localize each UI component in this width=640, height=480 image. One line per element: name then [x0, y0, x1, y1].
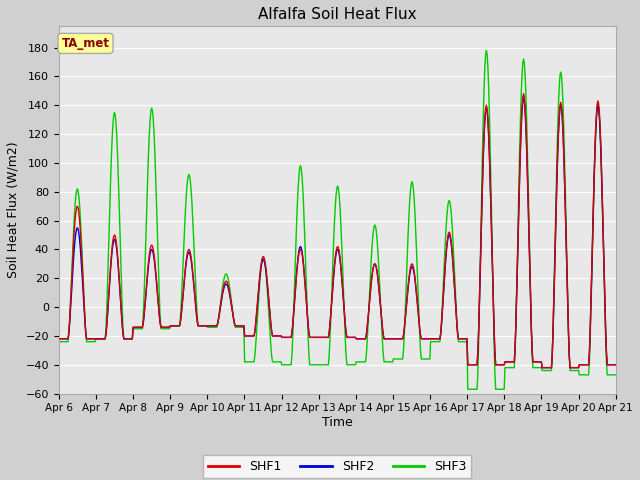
Line: SHF2: SHF2: [59, 98, 616, 368]
SHF1: [421, 336, 429, 342]
SHF3: [208, 324, 216, 330]
Line: SHF1: SHF1: [59, 94, 616, 368]
SHF3: [405, 213, 413, 219]
SHF1: [612, 362, 620, 368]
SHF1: [65, 330, 72, 336]
SHF1: [122, 336, 130, 342]
SHF2: [122, 336, 130, 342]
SHF2: [208, 323, 216, 329]
SHF3: [55, 339, 63, 345]
SHF1: [179, 296, 186, 302]
SHF2: [405, 278, 413, 284]
SHF3: [464, 386, 472, 392]
Title: Alfalfa Soil Heat Flux: Alfalfa Soil Heat Flux: [258, 7, 417, 22]
SHF3: [65, 332, 72, 337]
SHF2: [179, 297, 186, 303]
SHF3: [122, 336, 130, 342]
Line: SHF3: SHF3: [59, 50, 616, 389]
Text: TA_met: TA_met: [61, 37, 109, 50]
SHF1: [538, 365, 546, 371]
SHF2: [421, 336, 429, 342]
SHF1: [208, 323, 216, 329]
SHF2: [538, 365, 546, 371]
SHF1: [55, 336, 63, 342]
X-axis label: Time: Time: [322, 416, 353, 429]
Legend: SHF1, SHF2, SHF3: SHF1, SHF2, SHF3: [203, 455, 472, 478]
SHF1: [520, 91, 527, 96]
SHF2: [65, 331, 72, 336]
SHF3: [483, 48, 490, 53]
Y-axis label: Soil Heat Flux (W/m2): Soil Heat Flux (W/m2): [7, 142, 20, 278]
SHF2: [612, 362, 620, 368]
SHF2: [55, 336, 63, 342]
SHF2: [520, 95, 527, 101]
SHF3: [421, 356, 429, 362]
SHF3: [612, 372, 620, 378]
SHF1: [405, 276, 413, 281]
SHF3: [179, 269, 186, 275]
